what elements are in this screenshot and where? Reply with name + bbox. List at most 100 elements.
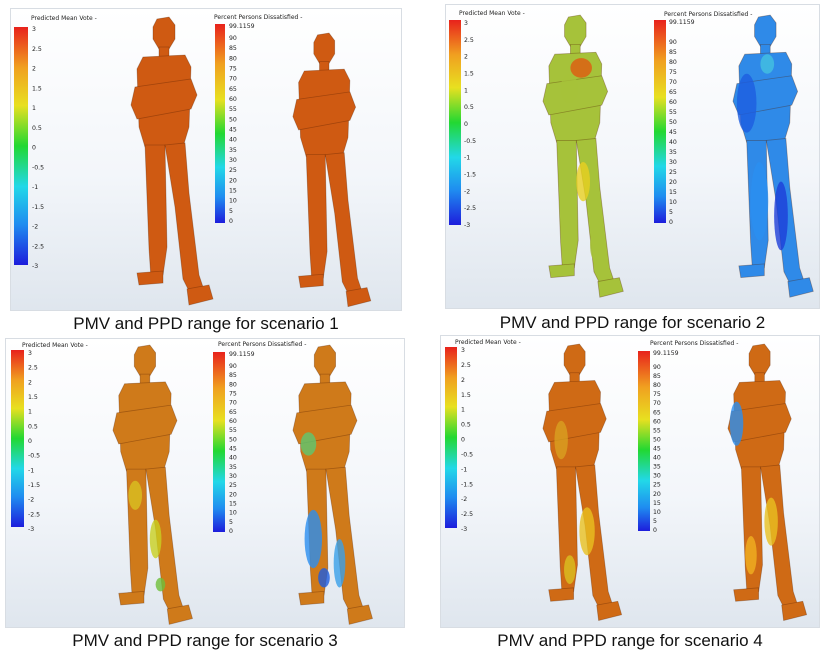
ppd-tick-label: 30 (669, 159, 677, 166)
body-left-leg (556, 140, 579, 273)
scenario-4-svg: Predicted Mean Vote - 3 2.5 2 1.5 1 0.5 0 -0.5 -… (445, 339, 808, 621)
body-left-shoe (738, 263, 765, 279)
body-left-leg (740, 466, 763, 597)
ppd-tick-label: 40 (669, 139, 677, 146)
body-right-shoe (781, 600, 808, 621)
ppd-tick-label: 40 (229, 455, 237, 462)
pmv-tick-label: -1 (461, 466, 467, 473)
pmv-colorbar (11, 350, 24, 527)
pmv-tick-label: 3 (28, 350, 32, 357)
body-left-shoe (118, 590, 145, 606)
body-head (748, 343, 771, 376)
body-left-shoe (298, 590, 325, 606)
comfort-patch (149, 519, 162, 559)
ppd-tick-label: 30 (229, 473, 237, 480)
pmv-tick-label: 1.5 (464, 71, 474, 78)
comfort-patch (564, 555, 576, 584)
scenario-4-visualization: Predicted Mean Vote - 3 2.5 2 1.5 1 0.5 0 -0.5 -… (440, 335, 820, 628)
comfort-patch (300, 432, 317, 456)
ppd-tick-label: 70 (229, 400, 237, 407)
ppd-tick-label: 15 (229, 188, 237, 195)
pmv-ticks: 3 2.5 2 1.5 1 0.5 0 -0.5 -1 -1.5 -2 -2.5 -3 (32, 26, 44, 270)
comfort-patch (155, 577, 166, 592)
pmv-tick-label: 3 (461, 347, 465, 354)
ppd-colorbar-title: Percent Persons Dissatisfied - (664, 11, 752, 18)
ppd-tick-label: 65 (653, 409, 661, 416)
ppd-tick-label: 50 (229, 116, 237, 123)
ppd-max-label: 99.1159 (229, 351, 255, 358)
pmv-tick-label: -1.5 (461, 481, 473, 488)
pmv-tick-label: 1.5 (32, 85, 42, 92)
body-right-shoe (787, 277, 814, 298)
ppd-tick-label: 80 (653, 382, 661, 389)
ppd-tick-label: 20 (229, 491, 237, 498)
body-arms (112, 404, 178, 445)
ppd-body-figure (292, 32, 372, 308)
pmv-tick-label: 1 (28, 409, 32, 416)
ppd-tick-label: 90 (653, 364, 661, 371)
ppd-tick-label: 30 (229, 157, 237, 164)
pmv-tick-label: -0.5 (464, 138, 476, 145)
ppd-body-figure (732, 14, 814, 298)
body-left-shoe (733, 587, 760, 602)
pmv-tick-label: 3 (32, 26, 36, 33)
comfort-patch (554, 420, 568, 460)
pmv-ticks: 3 2.5 2 1.5 1 0.5 0 -0.5 -1 -1.5 -2 -2.5 -3 (28, 350, 40, 533)
pmv-tick-label: -2 (464, 188, 470, 195)
pmv-ticks: 3 2.5 2 1.5 1 0.5 0 -0.5 -1 -1.5 -2 -2.5 -3 (464, 20, 476, 229)
ppd-tick-label: 90 (229, 35, 237, 42)
body-left-leg (305, 154, 328, 283)
scenario-3-svg: Predicted Mean Vote - 3 2.5 2 1.5 1 0.5 0 -0.5 -… (11, 341, 373, 625)
ppd-tick-label: 10 (229, 510, 237, 517)
pmv-tick-label: 2.5 (464, 37, 474, 44)
pmv-tick-label: 1.5 (461, 392, 471, 399)
scenario-3-visualization: Predicted Mean Vote - 3 2.5 2 1.5 1 0.5 0 -0.5 -… (5, 338, 405, 628)
pmv-tick-label: -1 (464, 155, 470, 162)
pmv-body-figure (542, 343, 623, 621)
ppd-tick-label: 85 (669, 49, 677, 56)
body-right-shoe (345, 287, 372, 308)
ppd-tick-label: 35 (229, 147, 237, 154)
pmv-tick-label: -2.5 (464, 205, 476, 212)
ppd-tick-label: 75 (229, 66, 237, 73)
ppd-tick-label: 85 (229, 372, 237, 379)
pmv-tick-label: -0.5 (32, 164, 44, 171)
body-left-leg (144, 144, 168, 280)
pmv-tick-label: -2.5 (32, 243, 44, 250)
pmv-tick-label: 1.5 (28, 394, 38, 401)
body-right-leg (760, 464, 800, 616)
pmv-tick-label: -0.5 (28, 453, 40, 460)
pmv-tick-label: 0.5 (28, 423, 38, 430)
body-head (564, 14, 587, 47)
ppd-tick-label: 60 (229, 418, 237, 425)
pmv-tick-label: 1 (464, 87, 468, 94)
ppd-colorbar-title: Percent Persons Dissatisfied - (650, 340, 738, 347)
pmv-tick-label: -3 (28, 526, 34, 533)
ppd-tick-label: 85 (229, 45, 237, 52)
ppd-tick-label: 75 (669, 69, 677, 76)
comfort-patch (750, 162, 769, 241)
comfort-patch (745, 536, 757, 575)
comfort-patch (304, 509, 323, 569)
body-head (152, 16, 176, 50)
ppd-tick-label: 0 (669, 219, 673, 226)
scenario-4-caption: PMV and PPD range for scenario 4 (497, 631, 763, 650)
ppd-body-figure (727, 343, 808, 621)
ppd-tick-label: 25 (669, 169, 677, 176)
pmv-tick-label: -1.5 (464, 172, 476, 179)
ppd-tick-label: 65 (229, 86, 237, 93)
pmv-tick-label: -2.5 (461, 511, 473, 518)
ppd-colorbar (215, 24, 225, 223)
ppd-tick-label: 60 (653, 418, 661, 425)
body-arms (130, 78, 198, 120)
pmv-colorbar-title: Predicted Mean Vote - (22, 342, 88, 349)
ppd-tick-label: 60 (669, 99, 677, 106)
comfort-patch (764, 497, 778, 546)
pmv-body-figure (112, 344, 193, 625)
ppd-max-label: 99.1159 (653, 350, 679, 357)
ppd-tick-label: 55 (653, 427, 661, 434)
ppd-tick-label: 55 (669, 109, 677, 116)
ppd-tick-label: 10 (669, 199, 677, 206)
pmv-tick-label: -3 (32, 263, 38, 270)
